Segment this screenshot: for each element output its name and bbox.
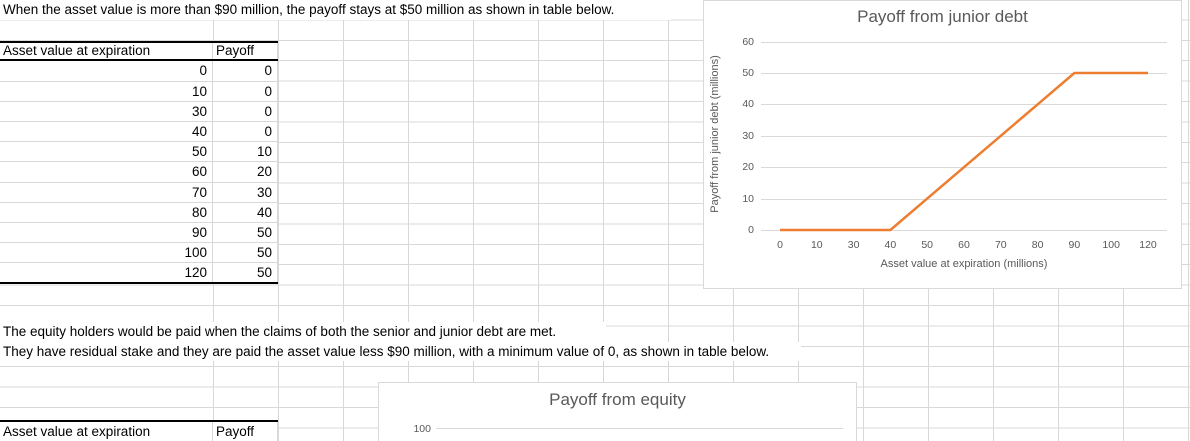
chart1-xtick-label: 70 <box>994 239 1007 251</box>
chart1-xtick-label: 30 <box>847 239 860 251</box>
chart1-series-svg <box>780 71 1148 232</box>
table1-body: 0 0 10 0 30 0 40 0 50 10 60 20 70 30 80 40 90 50 100 50 120 5… <box>0 61 278 283</box>
table1-cell-payoff[interactable]: 40 <box>213 202 278 222</box>
table2-header-row: Asset value at expiration Payoff <box>0 420 278 441</box>
table1-cell-asset-value[interactable]: 120 <box>0 263 213 283</box>
chart1-gridline <box>761 198 1167 200</box>
table1-cell-asset-value[interactable]: 0 <box>0 61 213 81</box>
table1-cell-asset-value[interactable]: 40 <box>0 121 213 142</box>
table1-cell-asset-value[interactable]: 30 <box>0 101 213 121</box>
table1-cell-payoff[interactable]: 50 <box>213 222 278 243</box>
table-row: 50 10 <box>0 142 278 163</box>
table1-cell-asset-value[interactable]: 100 <box>0 243 213 263</box>
table-row: 80 40 <box>0 202 278 223</box>
junior-debt-chart[interactable]: Payoff from junior debt 0 10 20 30 40 50 60 0 10… <box>703 0 1182 289</box>
chart1-gridline <box>761 73 1167 74</box>
chart1-ytick-label: 10 <box>742 192 754 205</box>
chart1-ytick-label: 20 <box>742 161 754 174</box>
table1-cell-payoff[interactable]: 0 <box>213 61 278 81</box>
chart1-x-axis-title: Asset value at expiration (millions) <box>880 258 1048 270</box>
equity-payoff-table: Asset value at expiration Payoff <box>0 420 278 441</box>
table1-cell-asset-value[interactable]: 50 <box>0 142 213 162</box>
cell-note-equity-1[interactable]: The equity holders would be paid when th… <box>0 322 606 342</box>
chart1-xtick-label: 100 <box>1102 239 1120 251</box>
chart1-ytick-label: 0 <box>748 224 754 236</box>
chart1-xtick-label: 10 <box>810 239 823 251</box>
chart1-ytick-label: 60 <box>742 35 754 48</box>
chart2-gridline-100 <box>436 428 843 429</box>
table-row: 100 50 <box>0 243 278 264</box>
equity-chart[interactable]: Payoff from equity 100 <box>378 382 857 441</box>
chart1-gridline <box>761 41 1167 43</box>
table1-cell-asset-value[interactable]: 60 <box>0 162 213 182</box>
chart1-ytick-label: 40 <box>742 98 754 111</box>
junior-debt-payoff-table: Asset value at expiration Payoff 0 0 10 0 30… <box>0 41 278 285</box>
table1-cell-payoff[interactable]: 0 <box>213 121 278 142</box>
table2-header-payoff[interactable]: Payoff <box>213 422 278 441</box>
table1-cell-payoff[interactable]: 20 <box>213 162 278 182</box>
chart1-gridline <box>761 230 1167 231</box>
table1-header-payoff[interactable]: Payoff <box>213 43 278 60</box>
table1-cell-payoff[interactable]: 0 <box>213 101 278 121</box>
chart1-xtick-label: 90 <box>1068 239 1081 251</box>
table-row: 70 30 <box>0 182 278 203</box>
table1-cell-asset-value[interactable]: 90 <box>0 222 213 243</box>
cell-note-equity-2[interactable]: They have residual stake and they are pa… <box>0 342 801 361</box>
chart1-xtick-label: 0 <box>777 239 783 251</box>
table1-cell-payoff[interactable]: 0 <box>213 81 278 101</box>
chart2-ytick-100: 100 <box>413 423 431 435</box>
chart1-gridline <box>761 135 1167 137</box>
junior-debt-payoff-line <box>780 71 1148 232</box>
chart1-xtick-label: 40 <box>884 239 897 251</box>
table1-header-asset-value[interactable]: Asset value at expiration <box>0 43 213 60</box>
chart1-xtick-label: 120 <box>1139 239 1157 251</box>
chart1-gridline <box>761 104 1167 106</box>
table1-cell-asset-value[interactable]: 80 <box>0 202 213 222</box>
table-row: 30 0 <box>0 101 278 122</box>
table1-cell-asset-value[interactable]: 10 <box>0 81 213 101</box>
table-row: 10 0 <box>0 81 278 102</box>
chart1-ytick-label: 50 <box>742 67 754 79</box>
table1-cell-asset-value[interactable]: 70 <box>0 182 213 202</box>
table1-cell-payoff[interactable]: 50 <box>213 243 278 263</box>
table1-cell-payoff[interactable]: 50 <box>213 263 278 283</box>
chart1-ytick-label: 30 <box>742 129 754 142</box>
table1-header-row: Asset value at expiration Payoff <box>0 41 278 62</box>
chart1-xtick-label: 60 <box>958 239 970 251</box>
chart2-title: Payoff from equity <box>549 390 686 409</box>
table-row: 90 50 <box>0 222 278 244</box>
cell-note-junior-debt[interactable]: When the asset value is more than $90 mi… <box>0 0 671 20</box>
chart1-xtick-label: 80 <box>1031 239 1044 251</box>
table2-header-asset-value[interactable]: Asset value at expiration <box>0 422 213 441</box>
table1-cell-payoff[interactable]: 30 <box>213 182 278 202</box>
chart1-title: Payoff from junior debt <box>857 7 1028 26</box>
chart1-xtick-label: 50 <box>921 239 934 251</box>
table1-cell-payoff[interactable]: 10 <box>213 142 278 162</box>
table-row: 40 0 <box>0 121 278 143</box>
table-row: 60 20 <box>0 162 278 183</box>
chart1-y-axis-title: Payoff from junior debt (millions) <box>709 55 721 213</box>
table-row: 120 50 <box>0 263 278 283</box>
